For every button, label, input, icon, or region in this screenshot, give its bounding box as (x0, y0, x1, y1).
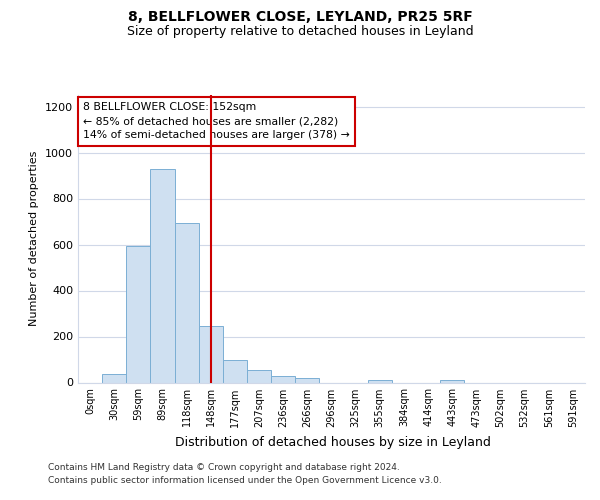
Bar (175, 222, 199, 382)
Bar (295, 378, 319, 382)
Bar (271, 376, 295, 382)
Y-axis label: Number of detached properties: Number of detached properties (29, 151, 40, 326)
Bar (102, 374, 126, 382)
Bar (223, 360, 247, 382)
Text: 8, BELLFLOWER CLOSE, LEYLAND, PR25 5RF: 8, BELLFLOWER CLOSE, LEYLAND, PR25 5RF (128, 10, 472, 24)
Bar (440, 380, 464, 382)
Text: Size of property relative to detached houses in Leyland: Size of property relative to detached ho… (127, 25, 473, 38)
Bar (247, 370, 271, 382)
Bar (151, 168, 175, 382)
Bar (368, 380, 392, 382)
Bar (126, 246, 151, 382)
Text: Contains public sector information licensed under the Open Government Licence v3: Contains public sector information licen… (48, 476, 442, 485)
Bar (199, 326, 223, 382)
Text: 8 BELLFLOWER CLOSE: 152sqm
← 85% of detached houses are smaller (2,282)
14% of s: 8 BELLFLOWER CLOSE: 152sqm ← 85% of deta… (83, 102, 350, 140)
Text: Contains HM Land Registry data © Crown copyright and database right 2024.: Contains HM Land Registry data © Crown c… (48, 464, 400, 472)
Text: Distribution of detached houses by size in Leyland: Distribution of detached houses by size … (175, 436, 491, 449)
